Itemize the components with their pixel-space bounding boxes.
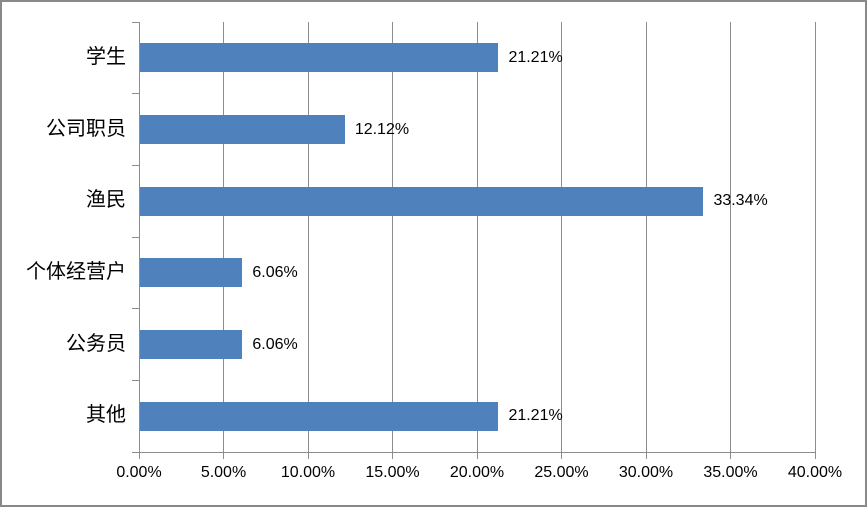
bar xyxy=(140,115,345,144)
gridline xyxy=(561,22,562,452)
bar-value-label: 6.06% xyxy=(252,264,298,281)
x-axis-tick-label: 40.00% xyxy=(787,464,843,481)
bar-value-label: 6.06% xyxy=(252,335,298,353)
y-axis-tick xyxy=(132,236,139,238)
category-axis-label: 学生 xyxy=(86,46,126,68)
x-axis-tick xyxy=(645,452,647,459)
gridline xyxy=(307,22,309,452)
x-axis-tick xyxy=(476,452,478,459)
x-axis-tick xyxy=(392,452,393,459)
bar-value-label: 21.21% xyxy=(508,407,563,425)
y-axis-tick xyxy=(132,164,139,166)
gridline xyxy=(223,22,224,452)
gridline xyxy=(814,22,816,452)
y-axis-line xyxy=(138,22,140,459)
x-axis-tick-label: 0.00% xyxy=(116,464,162,481)
y-axis-tick xyxy=(132,308,139,310)
x-axis-tick-label: 35.00% xyxy=(703,464,758,481)
y-axis-tick xyxy=(132,379,139,381)
category-axis-label: 公务员 xyxy=(66,332,126,355)
bar-value-label: 33.34% xyxy=(713,192,768,210)
bar-value-label: 21.21% xyxy=(508,49,563,66)
bar xyxy=(140,258,243,288)
category-axis-label: 公司职员 xyxy=(46,117,126,140)
x-axis-tick xyxy=(307,452,309,459)
category-axis-label: 渔民 xyxy=(86,189,126,212)
y-axis-tick xyxy=(132,93,139,95)
bar xyxy=(140,186,704,216)
x-axis-tick xyxy=(223,452,224,459)
bar xyxy=(140,43,499,73)
x-axis-tick xyxy=(814,452,816,459)
category-axis-label: 个体经营户 xyxy=(26,261,126,283)
x-axis-tick-label: 25.00% xyxy=(534,464,589,481)
y-axis-tick xyxy=(132,21,139,23)
x-axis-tick xyxy=(730,452,731,459)
x-axis-tick-label: 20.00% xyxy=(449,464,505,481)
gridline xyxy=(392,22,393,452)
gridline xyxy=(476,22,478,452)
bar xyxy=(140,401,499,431)
gridline xyxy=(730,22,731,452)
gridline xyxy=(645,22,647,452)
x-axis-tick-label: 5.00% xyxy=(200,464,247,481)
x-axis-line xyxy=(132,451,816,453)
x-axis-tick-label: 30.00% xyxy=(618,464,674,481)
y-axis-tick xyxy=(132,451,139,453)
bar xyxy=(140,330,243,359)
x-axis-tick xyxy=(561,452,562,459)
bar-value-label: 12.12% xyxy=(354,120,410,138)
x-axis-tick-label: 15.00% xyxy=(365,464,420,481)
x-axis-tick-label: 10.00% xyxy=(280,464,336,481)
category-axis-label: 其他 xyxy=(86,404,126,427)
